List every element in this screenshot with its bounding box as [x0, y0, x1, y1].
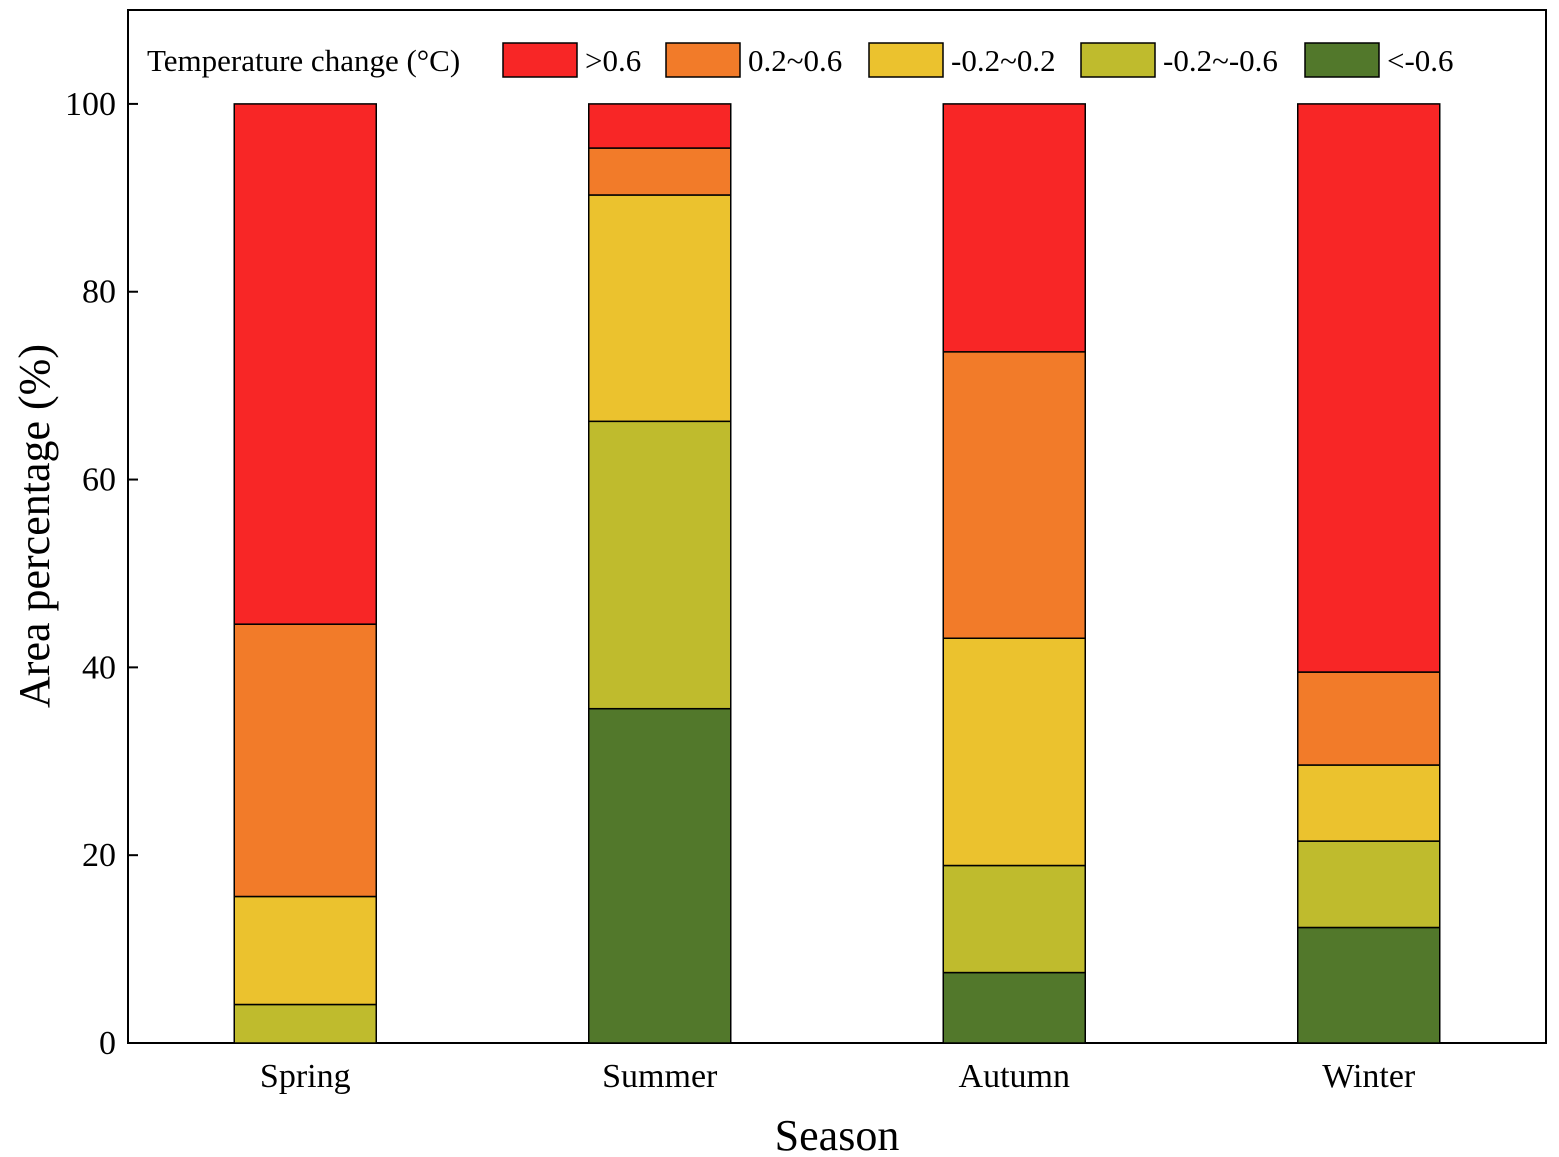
legend-swatch: [1304, 42, 1380, 78]
bars: [233, 103, 1441, 1044]
x-tick-label: Summer: [602, 1058, 718, 1095]
legend: Temperature change (°C) >0.6 0.2~0.6 -0.2~…: [147, 42, 1454, 78]
bar-segment-winter-0: [1297, 926, 1441, 1044]
legend-label: <-0.6: [1387, 43, 1454, 78]
legend-label: 0.2~0.6: [748, 43, 842, 78]
legend-label: -0.2~-0.6: [1163, 43, 1278, 78]
legend-swatch: [665, 42, 741, 78]
bar-segment-autumn-4: [942, 103, 1086, 353]
bar-segment-summer-1: [588, 420, 732, 710]
bar-segment-winter-2: [1297, 764, 1441, 842]
plot-frame: [127, 9, 1547, 1044]
y-tick-label: 80: [82, 274, 116, 311]
bar-segment-winter-3: [1297, 671, 1441, 766]
x-tick-label: Spring: [260, 1058, 351, 1095]
bar-segment-spring-1: [233, 1003, 377, 1044]
bar-segment-autumn-2: [942, 637, 1086, 867]
legend-swatch: [1080, 42, 1156, 78]
bar-segment-autumn-1: [942, 864, 1086, 974]
y-tick-label: 0: [99, 1025, 116, 1062]
bar-segment-winter-1: [1297, 840, 1441, 929]
y-axis-title: Area percentage (%): [10, 344, 59, 708]
bar-segment-autumn-3: [942, 351, 1086, 640]
legend-swatch: [868, 42, 944, 78]
y-axis-ticks: 0 20 40 60 80 100: [65, 86, 138, 1062]
y-tick-label: 20: [82, 837, 116, 874]
x-axis-ticks: Spring Summer Autumn Winter: [260, 1033, 1416, 1095]
legend-label: >0.6: [585, 43, 641, 78]
bar-segment-spring-4: [233, 103, 377, 625]
x-tick-label: Winter: [1322, 1058, 1416, 1095]
y-tick-label: 60: [82, 462, 116, 499]
bar-segment-autumn-0: [942, 971, 1086, 1044]
bar-segment-spring-3: [233, 623, 377, 898]
legend-label: -0.2~0.2: [951, 43, 1056, 78]
bar-segment-summer-3: [588, 147, 732, 196]
bar-segment-winter-4: [1297, 103, 1441, 673]
x-axis-title: Season: [775, 1111, 900, 1157]
y-tick-label: 100: [65, 86, 116, 123]
bar-segment-summer-4: [588, 103, 732, 149]
bar-segment-summer-2: [588, 194, 732, 423]
bar-segment-summer-0: [588, 707, 732, 1044]
x-tick-label: Autumn: [959, 1058, 1070, 1095]
y-tick-label: 40: [82, 649, 116, 686]
legend-title: Temperature change (°C): [147, 43, 460, 78]
bar-segment-spring-2: [233, 895, 377, 1006]
legend-swatch: [502, 42, 578, 78]
